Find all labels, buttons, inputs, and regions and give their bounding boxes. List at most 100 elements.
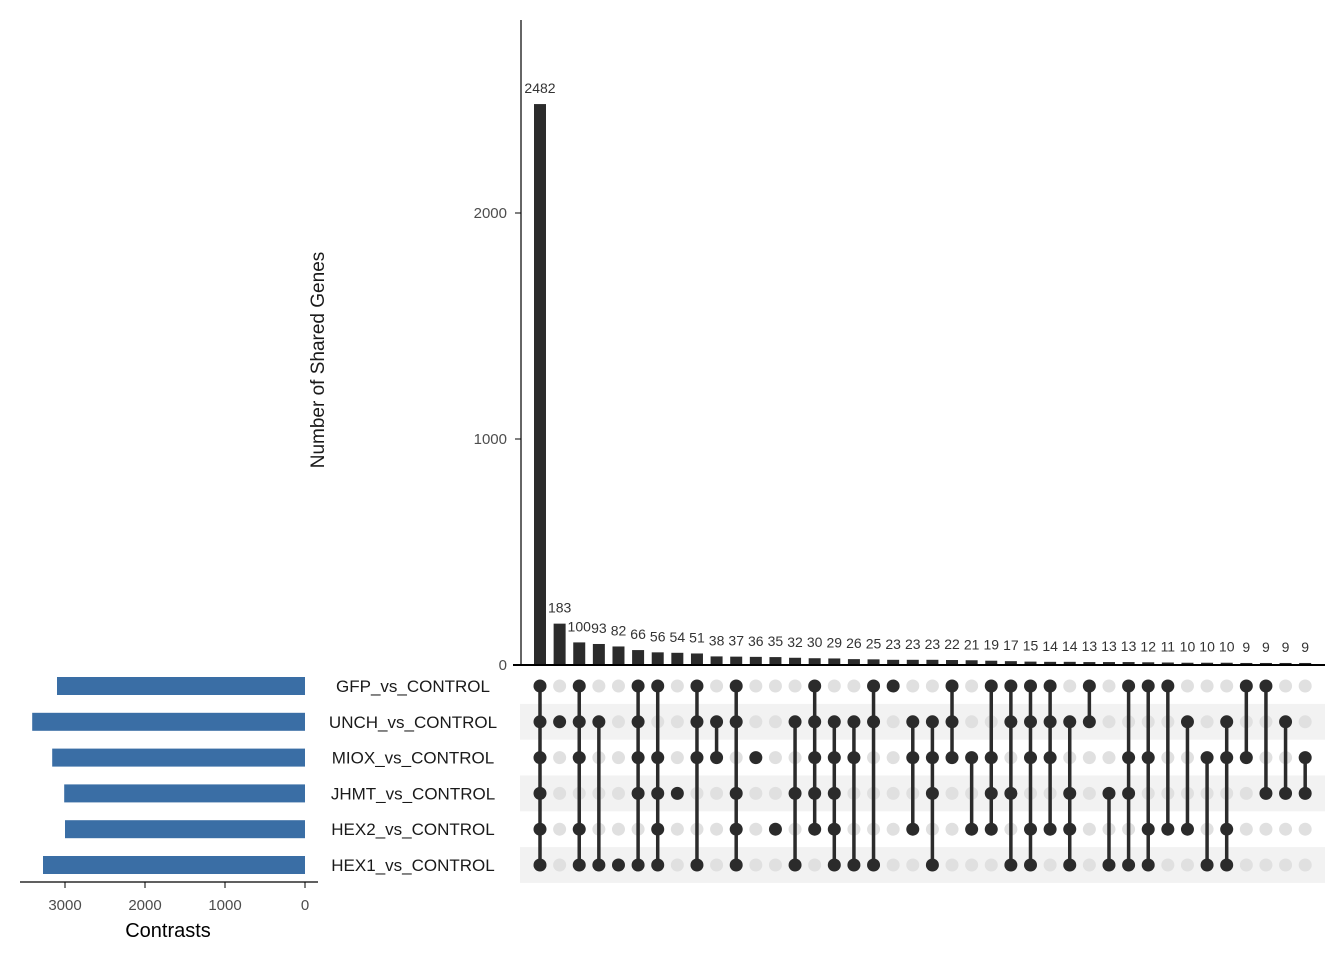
set-size-tick-label: 1000 [208,897,241,914]
matrix-dot-empty [553,822,567,836]
matrix-dot-empty [906,858,920,872]
matrix-dot-empty [553,786,567,800]
matrix-dot-filled [1063,858,1077,872]
matrix-dot-filled [1122,858,1136,872]
y-tick-label: 1000 [474,431,507,448]
bar-value-label: 82 [611,622,627,638]
bar-value-label: 51 [689,629,705,645]
set-label: UNCH_vs_CONTROL [329,713,497,732]
intersection-bar [1122,662,1135,665]
set-label: JHMT_vs_CONTROL [331,784,495,803]
matrix-dot-filled [1161,822,1175,836]
matrix-dot-filled [788,786,802,800]
bar-value-label: 56 [650,628,666,644]
matrix-dot-filled [925,858,939,872]
intersection-bar [1181,662,1194,665]
intersection-bar [671,652,684,665]
intersection-bar [906,659,919,665]
matrix-dot-empty [965,715,979,729]
bar-value-label: 37 [728,633,744,649]
bar-value-label: 38 [709,632,725,648]
matrix-dot-empty [1200,715,1214,729]
matrix-dot-filled [1063,715,1077,729]
intersection-bar [1063,661,1076,665]
intersection-bar [1044,661,1057,665]
matrix-dot-empty [1239,822,1253,836]
matrix-dot-empty [984,858,998,872]
matrix-dot-filled [1239,751,1253,765]
matrix-dot-empty [670,679,684,693]
matrix-dot-filled [1122,786,1136,800]
matrix-dot-filled [1298,751,1312,765]
matrix-dot-filled [1259,786,1273,800]
set-size-axis-label: Contrasts [125,920,211,942]
matrix-dot-filled [945,679,959,693]
bar-value-label: 9 [1301,639,1309,655]
matrix-dot-filled [886,679,900,693]
matrix-dot-filled [1220,751,1234,765]
bar-value-label: 12 [1140,638,1156,654]
matrix-dot-filled [984,822,998,836]
matrix-dot-empty [1200,679,1214,693]
matrix-dot-filled [1024,858,1037,872]
matrix-dot-filled [768,822,782,836]
matrix-dot-filled [1102,786,1116,800]
set-size-bar [57,677,305,695]
matrix-dot-filled [1024,715,1037,729]
matrix-dot-filled [1043,715,1057,729]
matrix-dot-filled [1141,822,1155,836]
matrix-dot-filled [1122,751,1136,765]
intersection-bars: 2482 183 100 93 82 66 56 54 51 38 37 36 35 32 30 29 26 25… [524,80,1312,666]
matrix-dot-empty [827,679,841,693]
intersection-bar [946,660,959,665]
matrix-dot-empty [611,786,625,800]
matrix-dot-filled [847,751,861,765]
matrix-dot-filled [572,679,586,693]
matrix-dot-filled [631,715,645,729]
matrix-dot-filled [592,715,606,729]
matrix-dot-filled [906,822,920,836]
intersection-bar [1004,661,1017,665]
intersection-bar [534,104,546,666]
y-axis: 0 1000 2000 [474,20,1325,674]
bar-value-label: 14 [1042,638,1058,654]
set-label: MIOX_vs_CONTROL [332,749,494,768]
matrix-dot-filled [1102,858,1116,872]
matrix-dot-filled [965,822,979,836]
matrix-dot-empty [1102,679,1116,693]
intersection-bar [1240,662,1253,665]
matrix-dot-empty [1239,786,1253,800]
matrix-dot-filled [1259,679,1273,693]
matrix-dot-filled [651,822,665,836]
matrix-dot-empty [1279,822,1293,836]
matrix-dot-empty [749,715,763,729]
matrix-dot-filled [965,751,979,765]
intersection-bar [808,658,821,665]
matrix-dot-filled [808,751,822,765]
matrix-dot-empty [768,858,782,872]
matrix-dot-filled [867,679,881,693]
intersection-bar [632,650,645,665]
y-axis-label: Number of Shared Genes [308,252,329,469]
matrix-dot-filled [729,715,743,729]
matrix-dot-filled [1141,751,1155,765]
matrix-dot-empty [1298,679,1312,693]
matrix-dot-empty [611,679,625,693]
matrix-dot-empty [788,679,802,693]
matrix-dot-empty [1161,858,1175,872]
intersection-matrix [533,679,1312,872]
matrix-dot-filled [1043,822,1057,836]
matrix-dot-filled [847,715,861,729]
set-size-ticks: 3000 2000 1000 0 [48,882,309,914]
matrix-dot-filled [690,858,704,872]
y-tick-label: 2000 [474,205,507,222]
intersection-bar [847,659,860,665]
bar-value-label: 21 [964,636,980,652]
matrix-dot-empty [1102,715,1116,729]
matrix-dot-empty [1082,786,1096,800]
matrix-dot-empty [1279,858,1293,872]
matrix-dot-filled [592,858,606,872]
matrix-dot-filled [611,858,625,872]
bar-value-label: 23 [905,636,921,652]
bar-value-label: 36 [748,633,764,649]
